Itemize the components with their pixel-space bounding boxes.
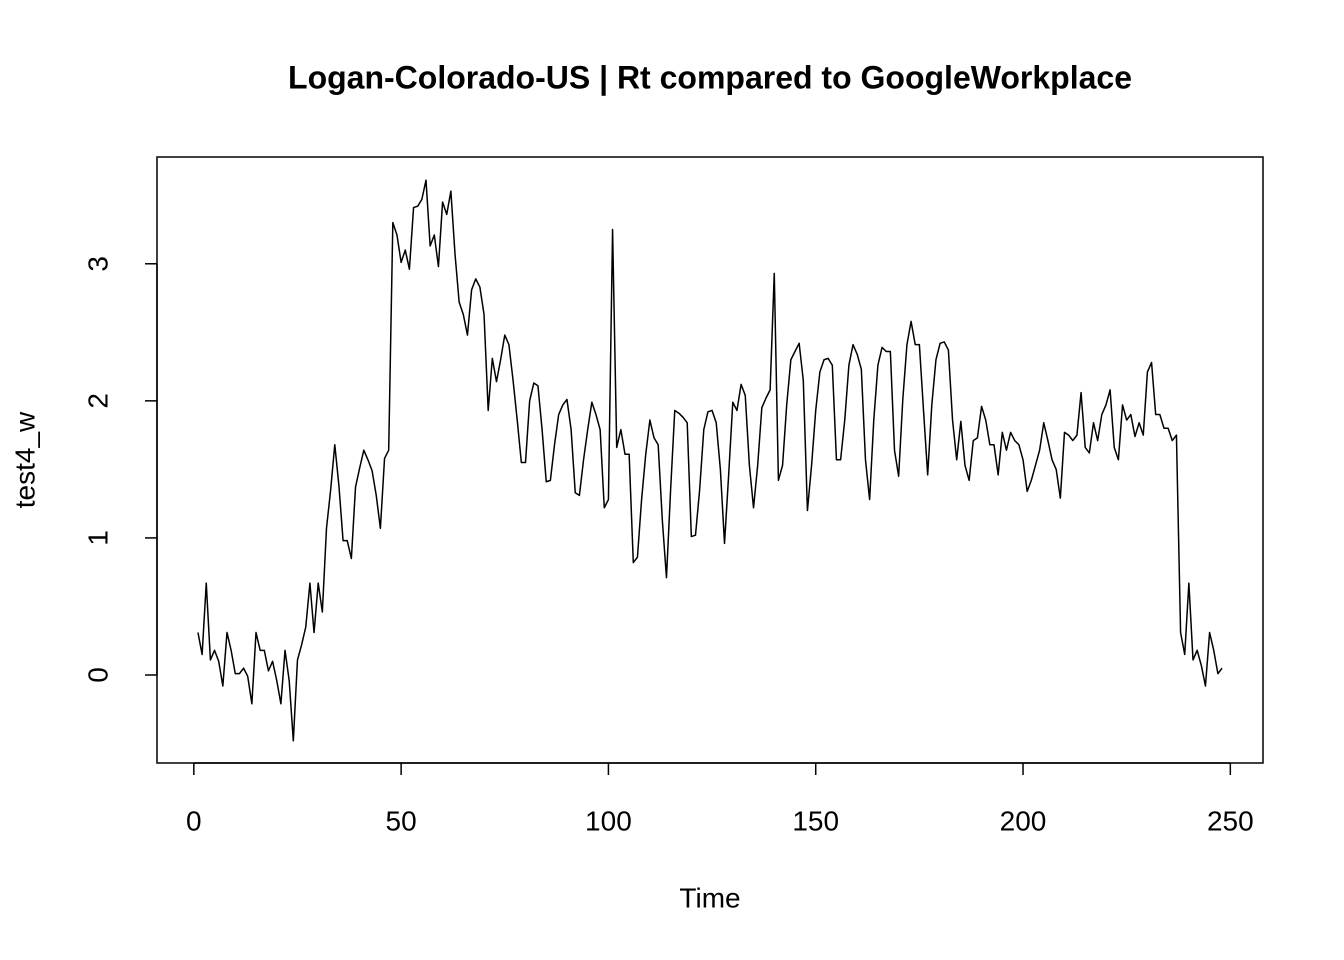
data-line xyxy=(197,179,1223,742)
x-tick-label: 0 xyxy=(186,805,202,836)
x-tick-label: 100 xyxy=(585,805,632,836)
y-tick-label: 0 xyxy=(82,667,113,683)
x-tick-label: 250 xyxy=(1207,805,1254,836)
y-tick-label: 2 xyxy=(82,393,113,409)
chart-title: Logan-Colorado-US | Rt compared to Googl… xyxy=(288,59,1132,95)
x-axis-label: Time xyxy=(679,882,740,913)
x-tick-label: 200 xyxy=(1000,805,1047,836)
y-axis-label: test4_w xyxy=(9,411,40,508)
plot-box xyxy=(156,156,1264,764)
x-tick-label: 50 xyxy=(386,805,417,836)
x-tick-label: 150 xyxy=(792,805,839,836)
y-tick-label: 1 xyxy=(82,530,113,546)
y-tick-label: 3 xyxy=(82,256,113,272)
